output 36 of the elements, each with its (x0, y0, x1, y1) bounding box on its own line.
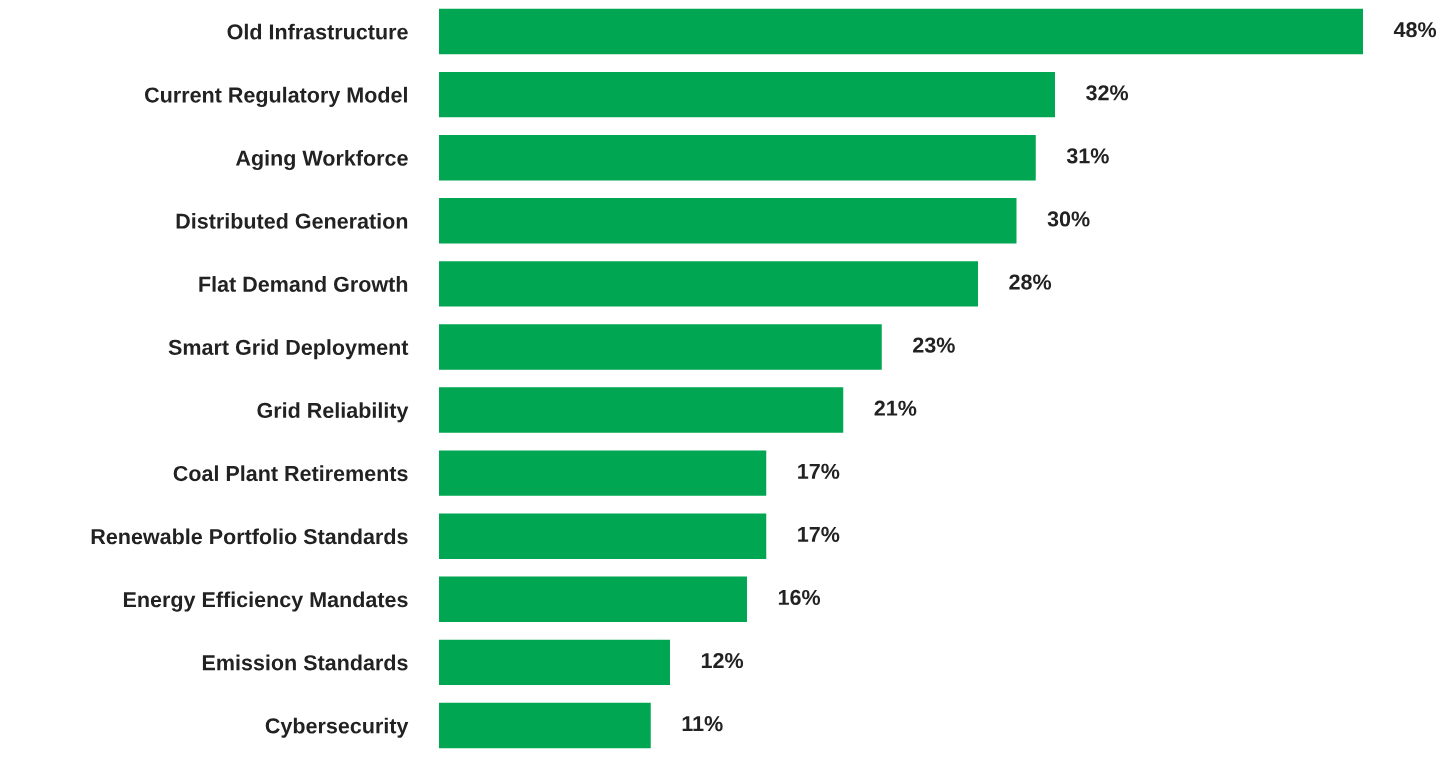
data-label: 21% (874, 400, 917, 416)
bar (439, 513, 767, 559)
y-tick-label: Emission Standards (202, 654, 408, 671)
bar (439, 324, 882, 370)
data-label: 16% (778, 589, 821, 606)
y-tick-label: Coal Plant Retirements (173, 465, 408, 482)
y-tick-label: Aging Workforce (235, 149, 408, 171)
data-label: 11% (682, 716, 723, 732)
data-label: 32% (1086, 85, 1129, 101)
y-tick-label: Flat Demand Growth (199, 276, 408, 292)
data-label: 17% (798, 463, 840, 479)
bar (439, 387, 844, 433)
bar (439, 450, 767, 496)
bar (439, 702, 651, 749)
bar (439, 639, 670, 686)
y-tick-label: Grid Reliability (257, 402, 409, 423)
bar (439, 261, 978, 307)
bar (439, 576, 747, 622)
data-label: 31% (1066, 148, 1109, 164)
y-tick-label: Smart Grid Deployment (168, 339, 409, 360)
y-tick-label: Energy Efficiency Mandates (123, 591, 408, 612)
data-label: 30% (1047, 211, 1090, 227)
y-tick-label: Renewable Portfolio Standards (91, 528, 408, 545)
data-label: 48% (1393, 22, 1437, 38)
data-label: 28% (1009, 274, 1052, 290)
data-label: 17% (798, 526, 840, 542)
bar (439, 71, 1055, 118)
y-tick-label: Current Regulatory Model (145, 86, 407, 107)
bar (439, 8, 1363, 55)
bar (439, 198, 1017, 244)
y-tick-label: Old Infrastructure (227, 23, 408, 40)
data-label: 12% (701, 652, 744, 669)
y-tick-label: Distributed Generation (176, 212, 408, 229)
y-tick-label: Cybersecurity (265, 717, 409, 738)
bar (439, 135, 1036, 181)
data-label: 23% (913, 337, 955, 353)
